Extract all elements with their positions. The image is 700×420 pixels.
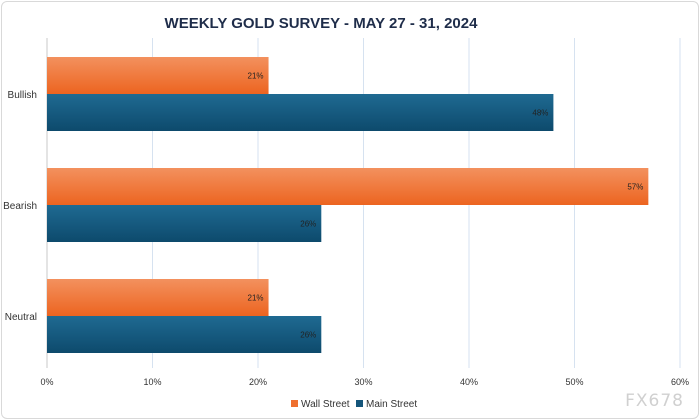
data-label: 21% [248,294,264,303]
data-label: 26% [300,220,316,229]
y-axis-categories: Bullish Bearish Neutral [3,90,37,323]
bars: 21% 48% 57% 26% 21% 26% [47,57,649,353]
category-label-neutral: Neutral [5,312,37,323]
x-axis-ticks: 0% 10% 20% 30% 40% 50% 60% [40,377,689,387]
x-tick-label: 0% [40,377,53,387]
legend: Wall Street Main Street [291,399,417,410]
x-tick-label: 40% [460,377,478,387]
bar-wall-street-neutral [47,279,269,316]
legend-swatch-main-street [356,400,363,407]
legend-swatch-wall-street [291,400,298,407]
bar-wall-street-bullish [47,57,269,94]
x-tick-label: 50% [565,377,583,387]
x-tick-label: 30% [354,377,372,387]
data-label: 21% [248,72,264,81]
chart-title: WEEKLY GOLD SURVEY - MAY 27 - 31, 2024 [165,15,479,32]
data-label: 26% [300,331,316,340]
data-label: 57% [627,183,643,192]
legend-label: Wall Street [301,399,350,410]
bar-wall-street-bearish [47,168,649,205]
bar-main-street-bullish [47,94,554,131]
watermark-text: FX678 [625,391,684,411]
data-label: 48% [532,109,548,118]
x-tick-label: 10% [143,377,161,387]
x-tick-label: 20% [249,377,267,387]
legend-label: Main Street [366,399,417,410]
category-label-bullish: Bullish [8,90,37,101]
bar-main-street-bearish [47,205,322,242]
category-label-bearish: Bearish [3,201,37,212]
x-tick-label: 60% [671,377,689,387]
bar-main-street-neutral [47,316,322,353]
